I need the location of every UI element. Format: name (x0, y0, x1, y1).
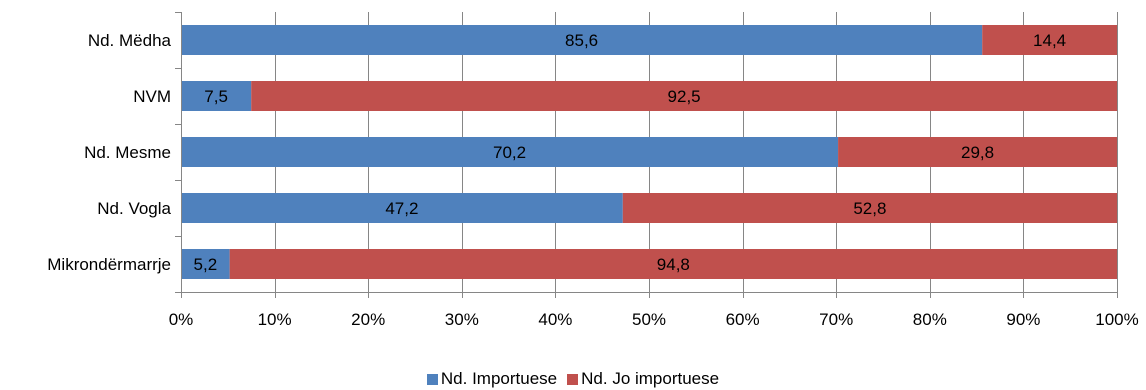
legend-item-jo-importuese: Nd. Jo importuese (567, 369, 719, 389)
x-tick-label: 40% (538, 310, 572, 329)
axes (175, 12, 1118, 298)
data-label: 5,2 (194, 255, 218, 274)
bar-segment (251, 81, 1117, 111)
category-label: NVM (133, 87, 171, 106)
x-tick-label: 100% (1095, 310, 1138, 329)
stacked-bar-chart: Nd. Mëdha NVM Nd. Mesme Nd. Vogla Mikrondërm… (47, 12, 1139, 329)
legend: Nd. Importuese Nd. Jo importuese (0, 368, 1146, 390)
legend-label-importuese: Nd. Importuese (440, 369, 558, 388)
x-tick-label: 80% (913, 310, 947, 329)
category-label: Mikrondërmarrje (47, 255, 171, 274)
data-label: 7,5 (204, 87, 228, 106)
data-label: 47,2 (385, 199, 418, 218)
x-tick-label: 10% (258, 310, 292, 329)
bars (181, 25, 1117, 279)
data-label: 94,8 (657, 255, 690, 274)
legend-swatch-importuese (426, 373, 438, 385)
category-label: Nd. Vogla (97, 199, 171, 218)
category-label: Nd. Mesme (84, 143, 171, 162)
legend-item-importuese: Nd. Importuese (426, 369, 558, 389)
data-label: 52,8 (853, 199, 886, 218)
x-tick-label: 60% (726, 310, 760, 329)
x-tick-label: 50% (632, 310, 666, 329)
category-labels: Nd. Mëdha NVM Nd. Mesme Nd. Vogla Mikrondërm… (47, 31, 171, 274)
x-tick-label: 20% (351, 310, 385, 329)
bar-segment (181, 193, 623, 223)
bar-segment (181, 25, 983, 55)
data-labels: 85,6 14,4 7,5 92,5 70,2 29,8 47,2 52,8 5,2 94,8 (194, 31, 1067, 274)
bar-segment (229, 249, 1117, 279)
x-tick-label: 90% (1006, 310, 1040, 329)
legend-label-jo-importuese: Nd. Jo importuese (581, 369, 720, 388)
data-label: 92,5 (668, 87, 701, 106)
bar-segment (838, 137, 1117, 167)
data-label: 85,6 (565, 31, 598, 50)
bar-segment (982, 25, 1117, 55)
x-tick-label: 70% (819, 310, 853, 329)
x-tick-labels: 0% 10% 20% 30% 40% 50% 60% 70% 80% 90% 100% (169, 310, 1139, 329)
data-label: 29,8 (961, 143, 994, 162)
x-tick-label: 0% (169, 310, 194, 329)
bar-segment (622, 193, 1117, 223)
bar-segment (181, 249, 230, 279)
bar-segment (181, 137, 839, 167)
data-label: 70,2 (493, 143, 526, 162)
data-label: 14,4 (1033, 31, 1066, 50)
category-label: Nd. Mëdha (88, 31, 172, 50)
legend-swatch-jo-importuese (567, 373, 579, 385)
x-tick-label: 30% (445, 310, 479, 329)
bar-segment (181, 81, 252, 111)
